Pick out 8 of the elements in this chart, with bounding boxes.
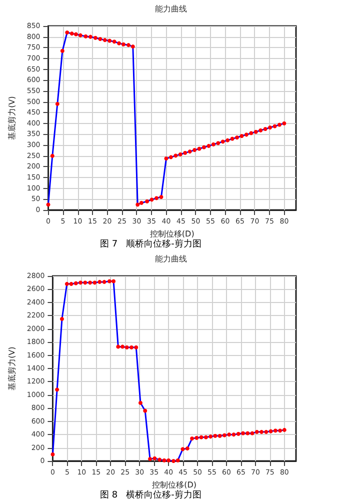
caption: 图 8 横桥向位移-剪力图 <box>100 490 202 500</box>
x-axis-title: 控制位移(D) <box>150 229 194 238</box>
x-axis-title: 控制位移(D) <box>152 480 197 490</box>
caption: 图 7 顺桥向位移-剪力图 <box>100 238 202 250</box>
chart-title: 能力曲线 <box>155 254 187 264</box>
y-axis-title: 基底剪力(V) <box>8 346 16 390</box>
chart-title: 能力曲线 <box>155 4 187 14</box>
y-axis-title: 基底剪力(V) <box>8 96 16 140</box>
